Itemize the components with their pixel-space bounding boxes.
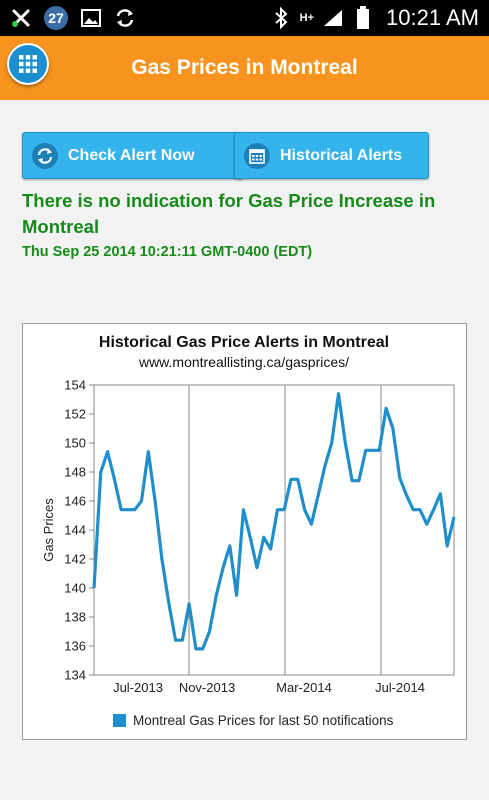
x-tick-label: Jul-2013 [113,680,163,695]
y-tick-label: 134 [64,668,86,683]
y-tick-label: 150 [64,436,86,451]
check-alert-now-label: Check Alert Now [68,146,195,164]
chart-canvas: Historical Gas Price Alerts in Montreal w… [41,334,456,728]
legend-label: Montreal Gas Prices for last 50 notifica… [133,713,394,728]
y-tick-label: 142 [64,552,86,567]
legend-swatch [113,714,126,727]
y-axis-label: Gas Prices [41,498,56,562]
check-alert-now-button[interactable]: Check Alert Now [22,132,244,179]
y-tick-label: 154 [64,378,86,393]
y-tick-label: 140 [64,581,86,596]
app-title: Gas Prices in Montreal [131,56,358,79]
grid-menu-icon [19,55,37,73]
network-type: H+ [299,12,315,24]
y-tick-label: 148 [64,465,86,480]
x-tick-label: Mar-2014 [276,680,332,695]
alert-timestamp: Thu Sep 25 2014 10:21:11 GMT-0400 (EDT) [22,244,313,260]
sync-icon [114,7,136,29]
status-bar-left: 27 [10,5,136,31]
refresh-icon [32,142,58,169]
chart-title: Historical Gas Price Alerts in Montreal [99,334,389,351]
historical-alerts-button[interactable]: Historical Alerts [234,132,429,179]
gas-price-chart: Historical Gas Price Alerts in Montreal w… [22,323,467,740]
y-tick-label: 146 [64,494,86,509]
alert-status-message: There is no indication for Gas Price Inc… [22,190,436,237]
x-tick-label: Nov-2013 [179,680,235,695]
status-bar-right: H+ 10:21 AM [270,0,479,36]
chart-subtitle: www.montreallisting.ca/gasprices/ [138,354,349,370]
y-tick-label: 136 [64,639,86,654]
bluetooth-icon [270,7,292,29]
tools-icon [10,7,32,29]
grid-menu-button[interactable] [7,43,49,85]
historical-alerts-label: Historical Alerts [280,146,403,164]
x-tick-label: Jul-2014 [375,680,425,695]
battery-icon [352,6,374,29]
clock: 10:21 AM [386,5,479,30]
notification-count-badge: 27 [44,6,68,30]
image-icon [80,7,102,29]
signal-icon [322,7,344,29]
y-tick-label: 152 [64,407,86,422]
y-tick-label: 138 [64,610,86,625]
calendar-icon [244,142,270,169]
price-series-line [92,392,456,651]
y-tick-label: 144 [64,523,86,538]
app-bar: Gas Prices in Montreal [0,36,489,100]
status-bar: 27 H+ 10:21 AM [0,0,489,36]
